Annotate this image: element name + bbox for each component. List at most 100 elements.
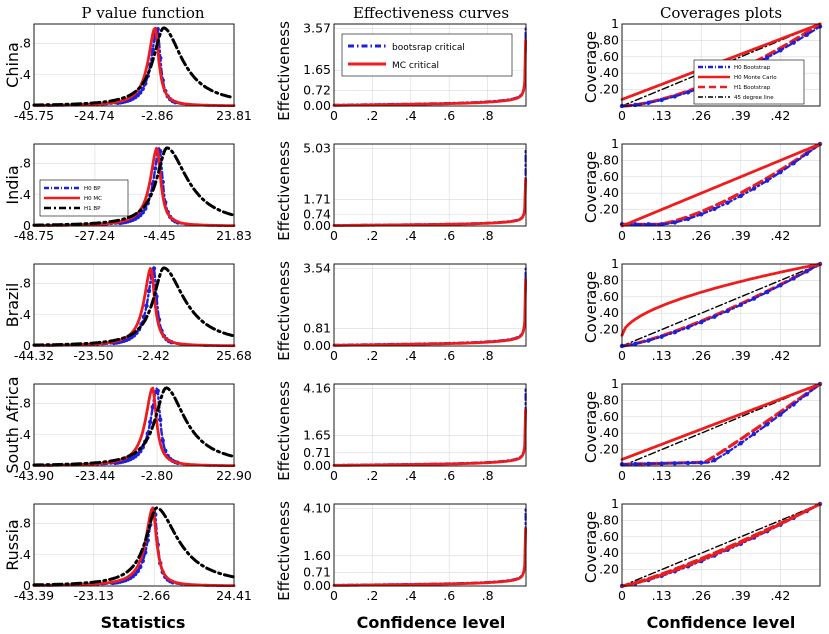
eff-china-legend-box	[341, 33, 513, 77]
cov-brazil-xtick-4: .42	[770, 348, 790, 363]
cov-india-xtick-0: 0	[618, 228, 626, 243]
cov-south-africa-h0-bootstrap-marker-24	[699, 460, 704, 465]
cov-brazil-ytick-0: 1	[611, 256, 619, 271]
cov-brazil-h0-bootstrap-marker-4	[633, 341, 638, 347]
eff-china-ytick-3: 0.00	[303, 98, 331, 113]
cov-india-h0-bootstrap-marker-56	[804, 151, 809, 157]
eff-south-africa-xtick-3: .6	[443, 468, 455, 483]
pvalue-china-h0-bp-marker-18	[138, 90, 143, 95]
eff-south-africa-ytick-2: 0.71	[303, 445, 331, 460]
pvalue-brazil-h1-bp	[32, 266, 236, 347]
cov-china-h0-bootstrap-marker-4	[633, 102, 638, 108]
pvalue-india-xtick-1: -27.24	[75, 228, 115, 243]
cov-china-xtick-1: .13	[652, 108, 672, 123]
cov-india-ytick-2: .60	[599, 169, 619, 184]
pvalue-india-h0-bp-marker-18	[140, 210, 145, 215]
pvalue-russia-country-label: Russia	[3, 519, 22, 570]
eff-china-xtick-3: .6	[443, 108, 455, 123]
eff-china-xtick-2: .4	[405, 108, 417, 123]
cov-china-frame	[621, 23, 821, 107]
pvalue-russia-xtick-0: -43.39	[14, 588, 54, 603]
eff-brazil-frame	[333, 263, 527, 347]
cov-brazil-h0-bootstrap-marker-32	[725, 308, 730, 314]
pvalue-china-xtick-0: -45.75	[14, 108, 54, 123]
pvalue-russia-frame	[33, 503, 235, 587]
eff-india-ytick-1: 1.71	[303, 192, 331, 207]
pvalue-brazil-xtick-1: -23.50	[73, 348, 113, 363]
pvalue-brazil-h0-bp-marker-26	[144, 303, 149, 309]
pvalue-india-xtick-2: -4.45	[143, 228, 175, 243]
pvalue-brazil-ytick-0: .8	[19, 276, 31, 291]
pvalue-india-ytick-1: .4	[19, 187, 31, 202]
pvalue-south-africa-ytick-2: 0	[23, 458, 31, 473]
cov-india-h0-bootstrap-marker-28	[712, 206, 717, 212]
cov-china-h0-bootstrap-marker-52	[791, 40, 796, 45]
xlabel-statistics: Statistics	[101, 613, 186, 632]
cov-south-africa-h0-bootstrap-marker-8	[646, 461, 651, 467]
cov-russia-xtick-1: .13	[652, 588, 672, 603]
cov-south-africa-xtick-4: .42	[770, 468, 790, 483]
pvalue-china-h0-bp-marker-20	[140, 86, 145, 92]
xlabel-confidence-right: Confidence level	[647, 613, 796, 632]
cov-south-africa-h0-bootstrap-marker-52	[791, 402, 796, 407]
eff-india-ytick-2: 0.74	[303, 207, 331, 222]
eff-china-ylabel: Effectiveness	[275, 21, 293, 121]
eff-china-ytick-0: 3.57	[303, 21, 331, 36]
pvalue-india-ytick-2: 0	[23, 218, 31, 233]
cov-india-h0-bootstrap-marker-4	[633, 222, 638, 227]
cov-china-ylabel: Coverage	[582, 31, 600, 103]
eff-south-africa-ytick-1: 1.65	[303, 427, 331, 442]
eff-russia-frame	[333, 503, 527, 587]
eff-russia-ytick-1: 1.60	[303, 548, 331, 563]
eff-india-ylabel: Effectiveness	[275, 141, 293, 241]
cov-india-xtick-1: .13	[652, 228, 672, 243]
pvalue-south-africa-h0-bp-marker-28	[148, 419, 153, 425]
cov-south-africa-h0-bootstrap-marker-32	[725, 449, 730, 455]
title-coverage: Coverages plots	[660, 4, 782, 22]
pvalue-china-ytick-1: .4	[19, 67, 31, 82]
cov-india-xtick-2: .26	[691, 228, 711, 243]
cov-russia-diagonal	[621, 503, 821, 587]
eff-india-ytick-0: 5.03	[303, 141, 331, 156]
pvalue-russia-xtick-2: -2.66	[138, 588, 170, 603]
eff-china-frame	[333, 23, 527, 107]
pvalue-south-africa-xtick-3: 22.90	[216, 468, 252, 483]
eff-india-xtick-3: .6	[443, 228, 455, 243]
pvalue-india-legend-label-2: H1 BP	[84, 206, 101, 212]
pvalue-brazil-xtick-3: 25.68	[216, 348, 252, 363]
cov-brazil-h0-bootstrap-marker-16	[672, 330, 677, 335]
eff-russia-ytick-3: 0.00	[303, 578, 331, 593]
eff-brazil-ytick-0: 3.54	[303, 261, 331, 276]
eff-china-xtick-1: .2	[366, 108, 378, 123]
cov-india-h0-bootstrap-marker-52	[791, 161, 796, 166]
pvalue-brazil-country-label: Brazil	[3, 283, 22, 328]
pvalue-india-country-label: India	[3, 165, 22, 204]
eff-brazil-xtick-4: .8	[482, 348, 494, 363]
eff-russia-xtick-4: .8	[482, 588, 494, 603]
eff-russia-ylabel: Effectiveness	[275, 501, 293, 601]
cov-russia-xtick-2: .26	[691, 588, 711, 603]
cov-south-africa-ytick-2: .60	[599, 409, 619, 424]
eff-india-xtick-1: .2	[366, 228, 378, 243]
eff-brazil-bootstrap-tail	[429, 267, 527, 345]
eff-russia-xtick-3: .6	[443, 588, 455, 603]
cov-russia-xtick-4: .42	[770, 588, 790, 603]
eff-russia-mc	[332, 527, 527, 587]
eff-china-mc	[332, 38, 527, 107]
cov-china-h0-bootstrap-marker-44	[765, 55, 770, 60]
cov-south-africa-h0-mc	[620, 382, 822, 461]
eff-brazil-xtick-2: .4	[405, 348, 417, 363]
title-p-value: P value function	[81, 4, 205, 22]
cov-south-africa-ytick-0: 1	[611, 376, 619, 391]
cov-south-africa-h0-bootstrap-marker-20	[685, 460, 691, 466]
eff-india-ytick-3: 0.00	[303, 218, 331, 233]
cov-south-africa-ylabel: Coverage	[582, 391, 600, 463]
cov-china-h0-bootstrap-marker-56	[804, 32, 809, 37]
cov-china-xtick-0: 0	[618, 108, 626, 123]
cov-russia-frame	[621, 503, 821, 587]
cov-brazil-ytick-1: .80	[599, 272, 619, 287]
cov-china-ytick-1: .80	[599, 32, 619, 47]
cov-brazil-ytick-2: .60	[599, 289, 619, 304]
cov-india-h0-bootstrap-marker-36	[738, 193, 743, 199]
